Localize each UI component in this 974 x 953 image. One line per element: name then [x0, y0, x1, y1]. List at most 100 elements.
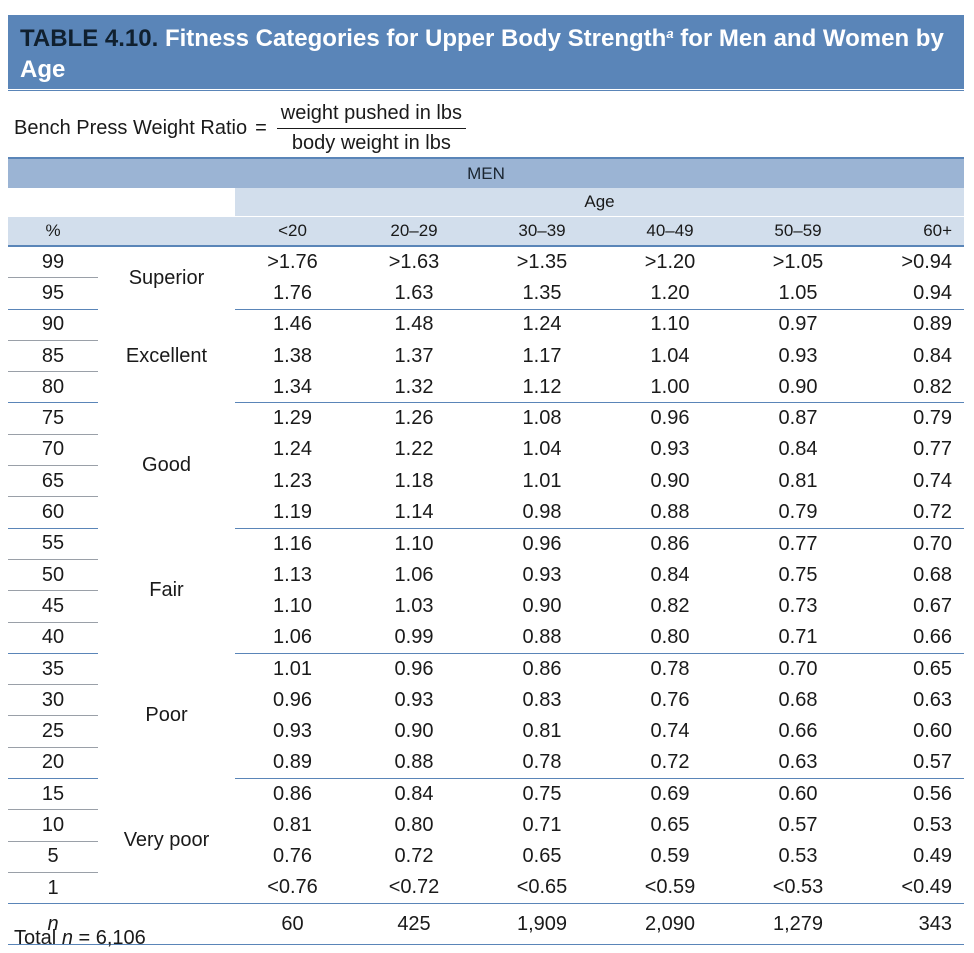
value-cell: 0.84 [394, 782, 434, 805]
value-cell: 1.22 [394, 438, 434, 461]
value-cell: 0.63 [734, 747, 862, 780]
value-cell: 0.86 [522, 657, 562, 680]
percentile-cell: 70 [8, 434, 98, 467]
table-row: 5 0.76 0.72 0.65 0.59 0.53 0.49 [8, 841, 964, 873]
value-cell: 0.90 [650, 469, 690, 492]
column-header [98, 216, 235, 247]
value-cell: 0.90 [394, 720, 434, 743]
value-cell: 1.10 [394, 532, 434, 555]
value-cell: 0.80 [394, 813, 434, 836]
value-cell: 0.84 [778, 438, 818, 461]
value-cell: 0.88 [606, 496, 734, 529]
value-cell: 0.84 [650, 563, 690, 586]
value-cell: 0.89 [913, 313, 953, 336]
value-cell: 0.96 [522, 532, 562, 555]
category-cell: Very poor [123, 829, 210, 852]
value-cell: <0.72 [350, 872, 478, 905]
category-cell: Fair [149, 579, 184, 602]
value-cell: <0.59 [606, 872, 734, 905]
percentile-cell: 5 [8, 841, 98, 873]
percentile-cell: 15 [8, 778, 98, 811]
column-header: 50–59 [734, 216, 862, 247]
value-cell: 0.88 [350, 747, 478, 780]
group-header-row: MEN [8, 157, 965, 188]
value-cell: 1.01 [273, 657, 312, 680]
value-cell: 1.12 [478, 371, 606, 404]
value-cell: >1.76 [267, 250, 318, 273]
value-cell: 0.78 [478, 747, 606, 780]
table-row: 65 1.23 1.18 1.01 0.90 0.81 0.74 [8, 465, 964, 498]
formula-numerator: weight pushed in lbs [276, 102, 466, 129]
value-cell: 1.10 [273, 594, 312, 617]
value-cell: <0.53 [734, 872, 862, 905]
value-cell: 1.06 [394, 563, 434, 586]
sample-size-cell: 343 [862, 903, 965, 946]
table-row: 60 1.19 1.14 0.98 0.88 0.79 0.72 [8, 496, 965, 529]
value-cell: 0.72 [394, 845, 434, 868]
value-cell: 0.66 [862, 622, 965, 654]
value-cell: 1.19 [235, 496, 350, 529]
value-cell: 0.77 [913, 438, 953, 461]
table-title: TABLE 4.10. Fitness Categories for Upper… [8, 15, 964, 89]
value-cell: 0.63 [913, 688, 953, 711]
value-cell: 1.76 [235, 277, 350, 310]
value-cell: 1.16 [273, 532, 312, 555]
total-value: = 6,106 [72, 927, 146, 949]
group-header: MEN [8, 157, 965, 188]
percentile-cell: 99 [8, 246, 98, 279]
value-cell: 1.18 [394, 469, 434, 492]
table-row: 45 1.10 1.03 0.90 0.82 0.73 0.67 [8, 590, 964, 623]
value-cell: 1.04 [522, 438, 562, 461]
value-cell: 1.17 [522, 344, 562, 367]
sample-size-row: n 60 425 1,909 2,090 1,279 343 [8, 903, 965, 946]
value-cell: 0.97 [778, 313, 818, 336]
percentile-cell: 50 [8, 559, 98, 592]
percentile-cell: 45 [8, 590, 98, 623]
table-row: 99 Superior >1.76 >1.63 >1.35 >1.20 >1.05 >0.94 [8, 246, 964, 289]
table-row: 30 0.96 0.93 0.83 0.76 0.68 0.63 [8, 684, 964, 717]
value-cell: 0.99 [350, 622, 478, 654]
column-header: 60+ [862, 216, 965, 247]
value-cell: 0.78 [650, 657, 690, 680]
table-row: 50 1.13 1.06 0.93 0.84 0.75 0.68 [8, 559, 964, 592]
value-cell: 1.32 [350, 371, 478, 404]
value-cell: 0.76 [650, 688, 690, 711]
value-cell: 0.69 [650, 782, 690, 805]
value-cell: 0.81 [273, 813, 312, 836]
sample-size-cell: 1,909 [478, 903, 606, 946]
value-cell: 0.72 [862, 496, 965, 529]
value-cell: 0.53 [913, 813, 953, 836]
percentile-cell: 40 [8, 622, 98, 654]
percentile-cell: 80 [8, 371, 98, 404]
value-cell: >1.35 [516, 250, 568, 273]
value-cell: 0.75 [778, 563, 818, 586]
value-cell: 0.96 [273, 688, 312, 711]
value-cell: 1.37 [394, 344, 434, 367]
sample-size-cell: 60 [235, 903, 350, 946]
value-cell: 0.74 [913, 469, 953, 492]
value-cell: 0.88 [478, 622, 606, 654]
value-cell: 1.63 [350, 277, 478, 310]
value-cell: 0.80 [606, 622, 734, 654]
table-title-text: Fitness Categories for Upper Body Streng… [164, 25, 667, 52]
formula-equals: = [255, 116, 267, 139]
column-header: 20–29 [350, 216, 478, 247]
value-cell: 0.59 [650, 845, 690, 868]
value-cell: 0.96 [650, 407, 690, 430]
value-cell: 0.68 [913, 563, 953, 586]
table-row: 35 Poor 1.01 0.96 0.86 0.78 0.70 0.65 [8, 653, 964, 726]
table-row: 15 Very poor 0.86 0.84 0.75 0.69 0.60 0.56 [8, 778, 964, 851]
column-header: <20 [235, 216, 350, 247]
value-cell: 1.38 [273, 344, 312, 367]
value-cell: 0.57 [778, 813, 818, 836]
value-cell: 0.96 [394, 657, 434, 680]
value-cell: 1.23 [273, 469, 312, 492]
value-cell: 0.77 [778, 532, 818, 555]
percentile-cell: 10 [8, 809, 98, 842]
sample-size-cell: 2,090 [606, 903, 734, 946]
column-header: 40–49 [606, 216, 734, 247]
formula-fraction: weight pushed in lbs body weight in lbs [276, 102, 466, 155]
value-cell: 0.53 [778, 845, 818, 868]
percentile-cell: 75 [8, 402, 98, 435]
value-cell: 0.82 [862, 371, 965, 404]
